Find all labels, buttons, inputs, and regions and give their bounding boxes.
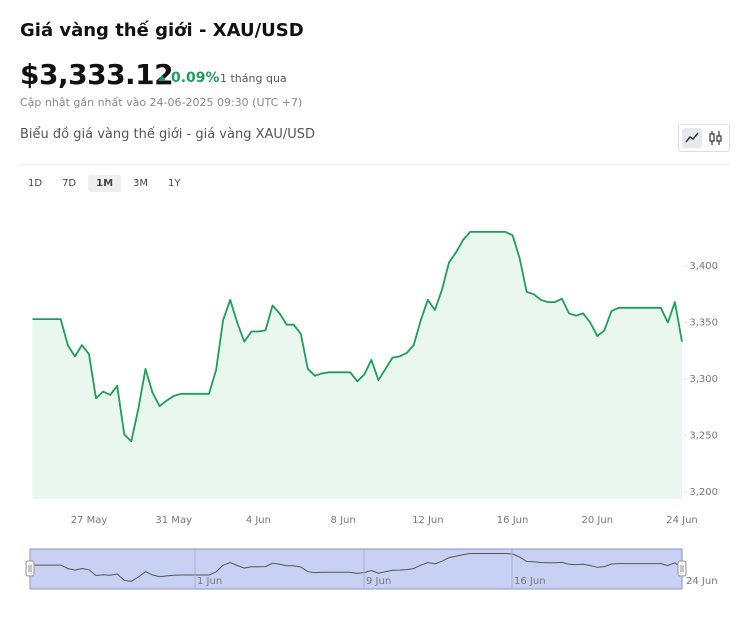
x-tick-label: 4 Jun: [246, 515, 271, 526]
y-tick-label: 3,300: [689, 374, 718, 385]
candle-mode-button[interactable]: [709, 131, 722, 145]
y-tick-label: 3,400: [689, 261, 718, 272]
navigator-window: [29, 548, 683, 590]
y-tick-label: 3,200: [689, 487, 718, 498]
x-tick-label: 20 Jun: [582, 515, 614, 526]
x-tick-label: 31 May: [155, 515, 192, 526]
page-title: Giá vàng thế giới - XAU/USD: [20, 20, 304, 41]
price-line: [32, 231, 683, 443]
x-tick-label: 27 May: [71, 515, 108, 526]
update-time: Cập nhật gần nhất vào 24-06-2025 09:30 (…: [20, 96, 303, 109]
range-button[interactable]: 1M: [88, 175, 122, 192]
range-button[interactable]: 1D: [28, 178, 43, 189]
divider: [20, 164, 730, 165]
navigator-label: 1 Jun: [197, 576, 222, 587]
x-tick-label: 12 Jun: [412, 515, 444, 526]
y-tick-label: 3,250: [689, 431, 718, 442]
price-change: 0.09%: [158, 70, 220, 86]
price: $3,333.12: [20, 58, 174, 91]
navigator-handle: [25, 560, 35, 577]
navigator-line: [32, 553, 683, 582]
change-period: 1 tháng qua: [220, 72, 287, 85]
range-selector: 1D 7D 1M 3M 1Y: [20, 175, 189, 192]
navigator-handle: [677, 560, 687, 577]
x-tick-label: 24 Jun: [666, 515, 698, 526]
area-fill: [32, 231, 682, 499]
range-button[interactable]: 3M: [133, 178, 149, 189]
y-tick-label: 3,350: [689, 317, 718, 328]
range-button[interactable]: 7D: [62, 178, 77, 189]
x-tick-label: 8 Jun: [331, 515, 356, 526]
range-button[interactable]: 1Y: [168, 178, 181, 189]
tool-icons: [682, 128, 722, 148]
navigator-label: 9 Jun: [366, 576, 391, 587]
line-icon: [685, 132, 699, 143]
x-tick-label: 16 Jun: [497, 515, 529, 526]
navigator-label: 24 Jun: [686, 576, 718, 587]
chart-tools: [678, 124, 730, 152]
chart-title: Biểu đồ giá vàng thế giới - giá vàng XAU…: [20, 127, 316, 142]
navigator-label: 16 Jun: [514, 576, 546, 587]
